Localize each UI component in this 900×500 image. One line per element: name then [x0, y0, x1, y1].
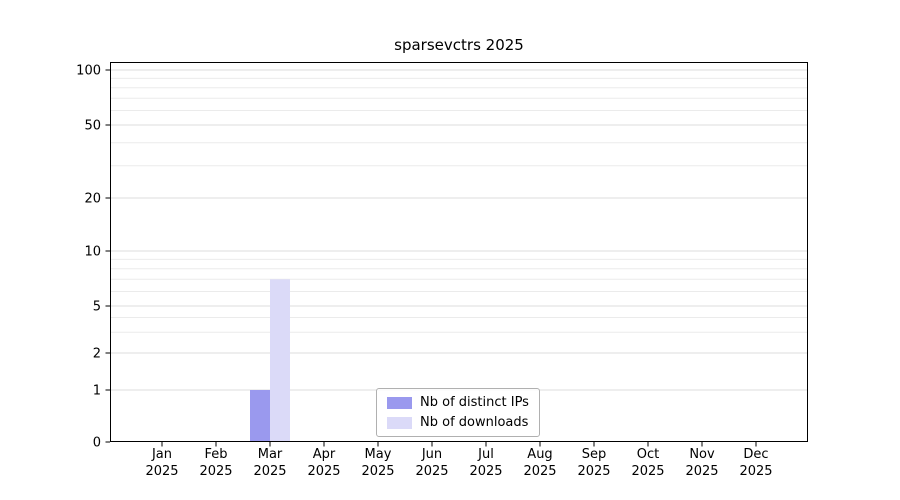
x-tick-label-year: 2025: [685, 464, 718, 479]
legend-item-downloads: Nb of downloads: [387, 415, 529, 430]
y-tick-label: 100: [76, 64, 101, 79]
legend-label-downloads: Nb of downloads: [420, 415, 529, 430]
y-tick-label: 2: [93, 347, 101, 362]
x-tick-label-month: Sep: [582, 447, 607, 462]
x-tick-label-month: Jul: [477, 447, 494, 462]
x-tick-label-year: 2025: [145, 464, 178, 479]
x-tick-label-month: Jun: [421, 447, 442, 462]
x-tick-label-year: 2025: [631, 464, 664, 479]
y-tick-label: 5: [93, 300, 101, 315]
legend-swatch-downloads: [387, 416, 412, 429]
y-tick-label: 0: [93, 436, 101, 451]
y-tick-label: 50: [84, 119, 101, 134]
x-tick-label-year: 2025: [469, 464, 502, 479]
bar: [270, 279, 290, 442]
plot-border: [110, 62, 808, 442]
legend-label-distinct-ips: Nb of distinct IPs: [420, 395, 529, 410]
grid: [111, 69, 807, 391]
y-tick-label: 1: [93, 384, 101, 399]
x-axis: Jan 2025 Feb 2025 Mar 2025 Apr 2025 May 2025 Jun 20…: [145, 442, 773, 479]
x-tick-label-year: 2025: [415, 464, 448, 479]
x-tick-label-year: 2025: [739, 464, 772, 479]
x-tick-label-month: Mar: [258, 447, 283, 462]
y-tick-label: 20: [84, 192, 101, 207]
chart-title: sparsevctrs 2025: [394, 36, 524, 54]
x-tick-label-month: Apr: [313, 447, 336, 462]
x-tick-label-month: Aug: [527, 447, 552, 462]
x-tick-label-year: 2025: [523, 464, 556, 479]
legend: Nb of distinct IPs Nb of downloads: [376, 388, 540, 437]
x-tick-label-year: 2025: [253, 464, 286, 479]
x-tick-label-month: Dec: [743, 447, 768, 462]
x-tick-label-year: 2025: [361, 464, 394, 479]
y-tick-label: 10: [84, 245, 101, 260]
bars: [250, 279, 290, 442]
y-axis: 0 1 2 5 10 20 50 100: [76, 64, 110, 451]
bar: [250, 390, 270, 442]
legend-swatch-distinct-ips: [387, 396, 412, 409]
x-tick-label-month: Jan: [151, 447, 172, 462]
x-tick-label-year: 2025: [307, 464, 340, 479]
x-tick-label-month: Oct: [637, 447, 659, 462]
x-tick-label-year: 2025: [577, 464, 610, 479]
x-tick-label-month: Nov: [689, 447, 715, 462]
x-tick-label-year: 2025: [199, 464, 232, 479]
x-tick-label-month: May: [365, 447, 392, 462]
legend-item-distinct-ips: Nb of distinct IPs: [387, 395, 529, 410]
x-tick-label-month: Feb: [204, 447, 227, 462]
